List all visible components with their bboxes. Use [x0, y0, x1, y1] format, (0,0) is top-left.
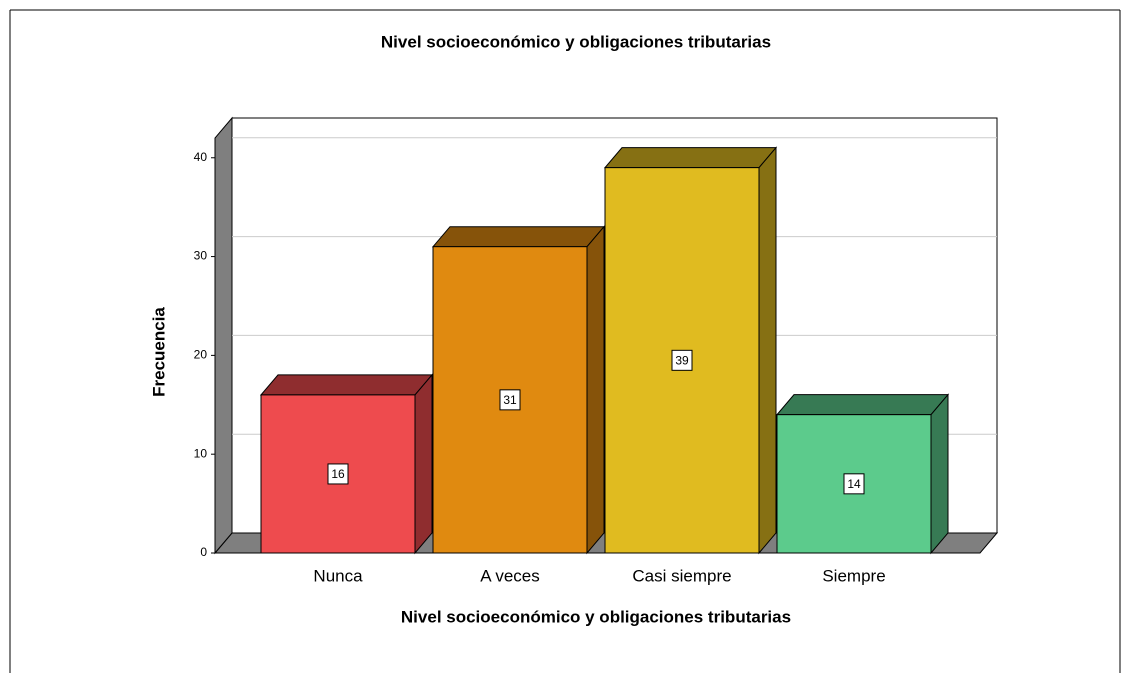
y-tick-label: 40 [194, 150, 208, 164]
value-label: 14 [847, 477, 861, 491]
y-tick-label: 20 [194, 348, 208, 362]
x-axis-title: Nivel socioeconómico y obligaciones trib… [401, 607, 791, 626]
value-label: 39 [675, 353, 689, 367]
y-tick-label: 10 [194, 446, 208, 460]
bar-side [930, 393, 949, 555]
bar-side [414, 373, 433, 555]
value-label: 31 [503, 393, 517, 407]
bar-top [259, 374, 434, 396]
value-label-box [499, 389, 521, 411]
value-label-box [327, 463, 349, 485]
y-tick-label: 0 [200, 545, 207, 559]
bar-side [586, 225, 605, 555]
bar-top [603, 147, 778, 169]
left-wall [214, 116, 233, 555]
chart-title: Nivel socioeconómico y obligaciones trib… [381, 32, 771, 51]
x-tick-label: Siempre [822, 566, 885, 585]
bar-side [758, 146, 777, 555]
value-label-box [671, 349, 693, 371]
x-tick-label: Casi siempre [632, 566, 731, 585]
value-label-box [843, 473, 865, 495]
x-tick-label: Nunca [313, 566, 363, 585]
value-label: 16 [331, 467, 345, 481]
y-tick-label: 30 [194, 249, 208, 263]
y-axis-title: Frecuencia [149, 307, 168, 397]
x-tick-label: A veces [480, 566, 540, 585]
bar-top [775, 394, 950, 416]
bar-top [431, 226, 606, 248]
